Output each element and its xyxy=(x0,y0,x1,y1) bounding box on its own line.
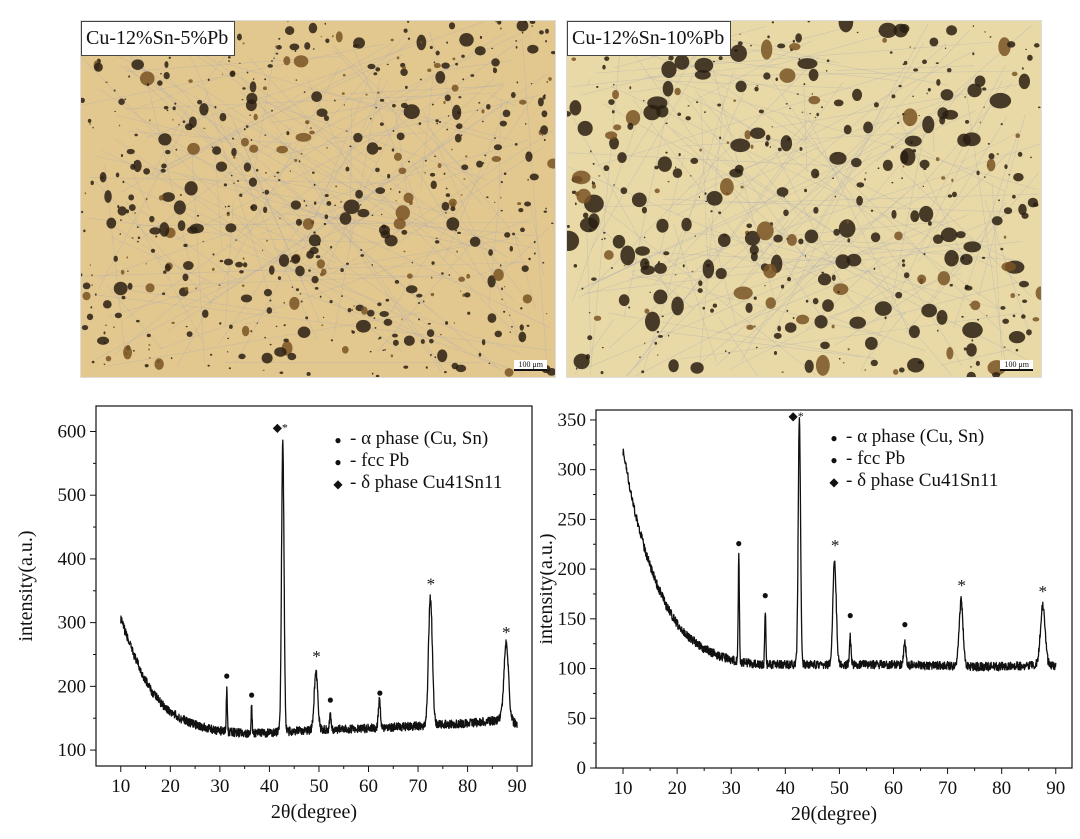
xrd-chart-left: 10 20 30 40 50 60 70 80 90 100 200 300 400 500 600 2θ(d… xyxy=(0,398,540,834)
x-tick-label: 10 xyxy=(614,778,633,799)
legend-label: - fcc Pb xyxy=(846,448,905,469)
y-tick-label: 0 xyxy=(577,758,587,779)
legend-label: - fcc Pb xyxy=(350,450,409,471)
x-tick-label: 30 xyxy=(210,776,229,797)
x-tick-label: 20 xyxy=(668,778,687,799)
x-tick-label: 60 xyxy=(884,778,903,799)
peak-marker-label: ◆* xyxy=(273,420,288,434)
peak-marker-label: ● xyxy=(901,617,908,631)
peak-marker-label: ● xyxy=(327,693,334,707)
x-tick-label: 20 xyxy=(161,776,180,797)
y-tick-label: 300 xyxy=(58,613,87,634)
peak-marker-label: ◆* xyxy=(789,409,804,423)
series-line-0 xyxy=(623,418,1056,671)
micrograph-left: Cu-12%Sn-5%Pb 100 μm xyxy=(80,20,556,378)
y-tick-label: 350 xyxy=(558,410,587,431)
x-axis-label: 2θ(degree) xyxy=(271,801,357,823)
x-tick-label: 40 xyxy=(260,776,279,797)
y-tick-label: 500 xyxy=(58,485,87,506)
legend-marker: ● xyxy=(830,453,837,467)
peak-marker-label: * xyxy=(312,647,321,666)
micrograph-right-texture xyxy=(567,21,1041,377)
peak-marker-label: ● xyxy=(847,608,854,622)
y-tick-label: 600 xyxy=(58,421,87,442)
peak-marker-label: ● xyxy=(735,536,742,550)
y-tick-label: 100 xyxy=(558,659,587,680)
peak-marker-label: * xyxy=(831,536,840,555)
legend-label: - δ phase Cu41Sn11 xyxy=(846,470,998,491)
peak-marker-label: * xyxy=(957,576,966,595)
xrd-chart-right-svg: 10 20 30 40 50 60 70 80 90 0 50 100 150 200 250 300 350 2… xyxy=(540,398,1080,834)
micrograph-left-label: Cu-12%Sn-5%Pb xyxy=(81,21,235,56)
micrograph-right-scale-bar: 100 μm xyxy=(1000,360,1033,371)
peak-marker-label: ● xyxy=(762,588,769,602)
x-tick-label: 50 xyxy=(309,776,328,797)
y-axis-label: intensity(a.u.) xyxy=(15,530,37,641)
y-tick-label: 150 xyxy=(558,609,587,630)
y-tick-label: 400 xyxy=(58,549,87,570)
x-tick-label: 70 xyxy=(938,778,957,799)
peak-marker-label: * xyxy=(1039,582,1048,601)
peak-marker-label: ● xyxy=(248,687,255,701)
y-tick-label: 200 xyxy=(58,676,87,697)
x-tick-label: 80 xyxy=(992,778,1011,799)
x-axis-label: 2θ(degree) xyxy=(791,803,877,825)
x-tick-label: 60 xyxy=(359,776,378,797)
micrograph-left-texture xyxy=(81,21,555,377)
x-tick-label: 50 xyxy=(830,778,849,799)
y-tick-label: 250 xyxy=(558,509,587,530)
legend-marker: ◆ xyxy=(333,477,343,491)
legend-label: - α phase (Cu, Sn) xyxy=(846,426,984,447)
x-tick-label: 80 xyxy=(458,776,477,797)
legend-marker: ● xyxy=(830,431,837,445)
x-tick-label: 70 xyxy=(409,776,428,797)
y-tick-label: 100 xyxy=(58,740,87,761)
x-tick-label: 40 xyxy=(776,778,795,799)
y-tick-label: 200 xyxy=(558,559,587,580)
peak-marker-label: ● xyxy=(376,686,383,700)
peak-marker-label: * xyxy=(427,575,436,594)
x-tick-label: 90 xyxy=(508,776,527,797)
micrograph-right-label: Cu-12%Sn-10%Pb xyxy=(567,21,731,56)
legend-marker: ◆ xyxy=(829,475,839,489)
xrd-chart-left-svg: 10 20 30 40 50 60 70 80 90 100 200 300 400 500 600 2θ(d… xyxy=(0,398,540,834)
legend-label: - α phase (Cu, Sn) xyxy=(350,428,488,449)
legend: ● - α phase (Cu, Sn) ● - fcc Pb ◆ - δ phase C… xyxy=(829,426,998,491)
y-axis-label: intensity(a.u.) xyxy=(540,533,557,644)
y-tick-label: 50 xyxy=(567,708,586,729)
micrograph-right: Cu-12%Sn-10%Pb 100 μm xyxy=(566,20,1042,378)
x-tick-label: 30 xyxy=(722,778,741,799)
legend: ● - α phase (Cu, Sn) ● - fcc Pb ◆ - δ phase C… xyxy=(333,428,502,493)
legend-marker: ● xyxy=(334,433,341,447)
legend-label: - δ phase Cu41Sn11 xyxy=(350,472,502,493)
x-tick-label: 10 xyxy=(111,776,130,797)
micrograph-left-scale-bar: 100 μm xyxy=(514,360,547,371)
y-tick-label: 300 xyxy=(558,460,587,481)
x-tick-label: 90 xyxy=(1046,778,1065,799)
xrd-chart-right: 10 20 30 40 50 60 70 80 90 0 50 100 150 200 250 300 350 2… xyxy=(540,398,1080,834)
legend-marker: ● xyxy=(334,455,341,469)
peak-marker-label: ● xyxy=(223,668,230,682)
peak-marker-label: * xyxy=(502,623,511,642)
